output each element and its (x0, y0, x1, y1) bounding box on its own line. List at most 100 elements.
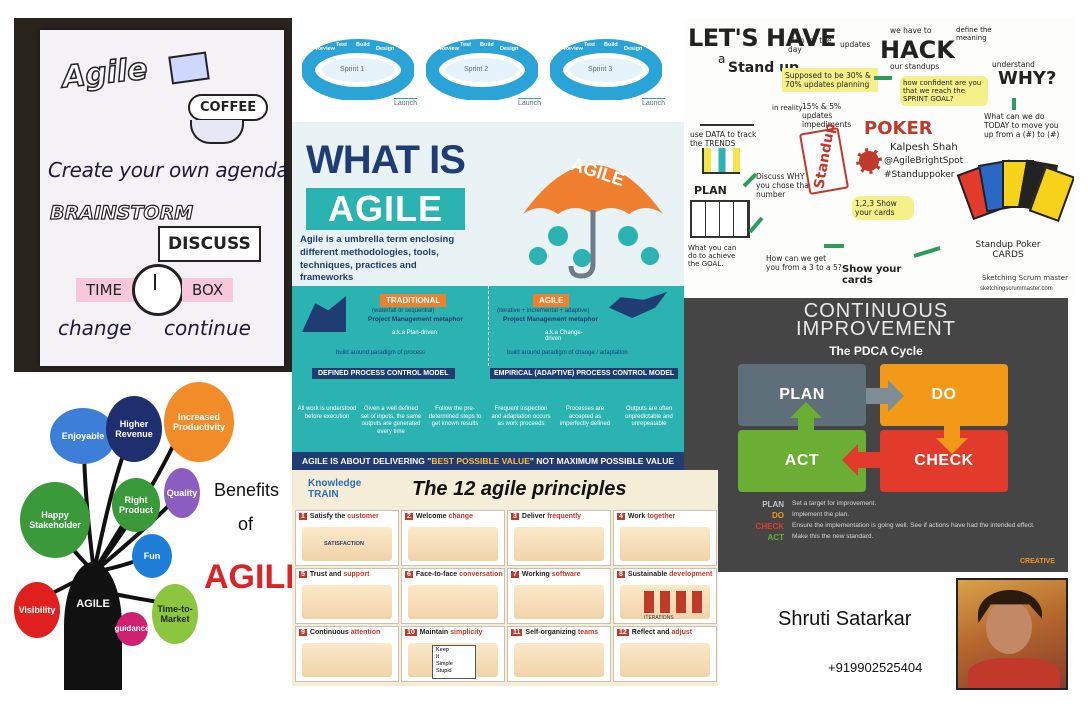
principle-card: 2 Welcome change (401, 510, 505, 566)
empirical-model-header: EMPIRICAL (ADAPTIVE) PROCESS CONTROL MOD… (490, 368, 679, 379)
updates-label: updates (840, 40, 871, 49)
show-cards-label: 1,2,3 Show your cards (852, 196, 914, 220)
pdca-legend-row: DO Implement the plan. (740, 511, 1060, 520)
flag-icon (168, 51, 210, 85)
principle-text: Work (627, 513, 648, 520)
principle-illustration (408, 527, 498, 561)
show-your-cards-label: Show your cards (842, 264, 902, 286)
principle-card: 3 Deliver frequently (507, 510, 611, 566)
agile-badge: AGILE (533, 294, 570, 307)
use-data-label: use DATA to track the TRENDS (690, 130, 757, 148)
standup-sketch-panel: LET'S HAVE a Stand up plan for the day u… (684, 18, 1074, 298)
pdca-legend-key: ACT (767, 533, 784, 542)
pdca-legend-row: PLAN Set a target for improvement. (740, 500, 1060, 509)
principle-keyword: together (647, 513, 676, 520)
footer-highlight: BEST POSSIBLE VALUE (431, 456, 530, 466)
principle-text: Satisfy the (309, 513, 348, 520)
pdca-subtitle: The PDCA Cycle (829, 344, 923, 358)
kiss-box: Keep It Simple Stupid (432, 645, 476, 679)
principle-text: Welcome (415, 513, 449, 520)
sprint-step: Design (376, 46, 395, 52)
principle-illustration (514, 643, 604, 677)
profile-panel: Shruti Satarkar +919902525404 (718, 572, 1078, 696)
principle-number: 6 (405, 571, 413, 578)
principle-keyword: adjust (671, 629, 693, 636)
principle-illustration (302, 527, 392, 561)
understand-label: understand (992, 60, 1035, 69)
principle-card: 5 Trust and support (295, 568, 399, 624)
principle-illustration (302, 585, 392, 619)
principle-text: Reflect and (631, 629, 672, 636)
traditional-sub: (waterfall or sequential) (372, 308, 435, 314)
benefit-quality: Quality (164, 468, 200, 518)
plan-label: PLAN (694, 184, 727, 197)
principle-number: 12 (617, 629, 629, 636)
pdca-legend-text: Ensure the implementation is going well.… (792, 522, 1035, 529)
agile-column: AGILE (iterative + incremental + adaptiv… (488, 286, 684, 366)
agile-aka: a.k.a Change-driven (545, 330, 583, 342)
pdca-legend-text: Set a target for improvement. (792, 500, 877, 507)
principle-keyword: software (551, 571, 581, 578)
principle-text: Continuous (309, 629, 351, 636)
benefit-guidance: guidance (114, 612, 150, 646)
principle-card: 7 Working software (507, 568, 611, 624)
sprint-step: Test (584, 42, 595, 48)
benefit-fun: Fun (132, 534, 172, 578)
sprint-step: Design (500, 46, 519, 52)
principle-heading: 6 Face-to-face conversation (402, 569, 504, 580)
principle-keyword: change (448, 513, 473, 520)
benefits-title-3: AGILE (204, 558, 292, 596)
poker-cards-icon (956, 158, 1074, 230)
how-can-label: How can we get you from a 3 to a 5? (766, 254, 842, 272)
brainstorm-label: BRAINSTORM (49, 201, 194, 224)
principle-heading: 10 Maintain simplicity (402, 627, 504, 638)
principle-heading: 4 Work together (614, 511, 716, 522)
cycle-arrows (738, 364, 1008, 492)
define-label: define the meaning (956, 26, 992, 42)
principle-card: 11 Self-organizing teams (507, 626, 611, 682)
pdca-legend-key: CHECK (755, 522, 784, 531)
benefit-happy-stakeholder: Happy Stakeholder (20, 482, 90, 558)
benefits-panel: Enjoyable Higher Revenue Increased Produ… (14, 372, 292, 690)
traditional-metaphor: Project Management metaphor (368, 316, 463, 323)
sprint-launch: Launch (642, 98, 665, 107)
our-standups-label: our standups (890, 62, 940, 71)
principle-card: 9 Continuous attention (295, 626, 399, 682)
defined-point: Follow the pre-determined steps to get k… (428, 406, 482, 427)
sprint-label: Sprint 2 (464, 66, 489, 73)
agenda-paper: Agile COFFEE Create your own agenda BRAI… (40, 30, 289, 366)
sprint-step: Design (624, 46, 643, 52)
pdca-legend-row: ACT Make this the new standard. (740, 533, 1060, 542)
principle-card: 8 Sustainable development ITERATIONS (613, 568, 717, 624)
principle-illustration (620, 643, 710, 677)
principle-keyword: conversation (459, 571, 503, 578)
continue-label: continue (164, 316, 251, 340)
principle-heading: 5 Trust and support (296, 569, 398, 580)
pdca-legend-key: PLAN (762, 500, 784, 509)
profile-name: Shruti Satarkar (778, 608, 912, 630)
principle-card: 6 Face-to-face conversation (401, 568, 505, 624)
benefit-enjoyable: Enjoyable (50, 408, 116, 464)
principle-text: Trust and (309, 571, 344, 578)
supposed-label: Supposed to be 30% & 70% updates plannin… (782, 68, 878, 92)
kiss-word: It (436, 654, 440, 661)
footer-pre: AGILE IS ABOUT DELIVERING " (301, 456, 432, 466)
principle-heading: 7 Working software (508, 569, 610, 580)
development-bars (644, 591, 706, 613)
kiss-word: Stupid (436, 668, 452, 675)
umbrella-icon (518, 136, 668, 286)
empirical-point: Outputs are often unpredictable and unre… (625, 406, 673, 427)
sprint-step: Build (480, 42, 494, 48)
discuss-why-label: Discuss WHY you chose that number (756, 172, 812, 199)
principle-number: 1 (299, 513, 307, 520)
sprint-ring (301, 38, 415, 101)
coffee-label: COFFEE (188, 94, 269, 121)
principle-keyword: teams (577, 629, 599, 636)
defined-point: Given a well defined set of inputs, the … (360, 406, 422, 435)
traditional-build: build around paradigm of process (336, 350, 426, 356)
sprint-label: Sprint 1 (340, 66, 365, 73)
site-label: sketchingscrummaster.com (980, 286, 1053, 292)
coffee-cup-icon (190, 120, 244, 144)
empirical-point: Processes are accepted as imperfectly de… (559, 406, 611, 427)
pdca-brand: CREATIVE (1020, 558, 1055, 565)
